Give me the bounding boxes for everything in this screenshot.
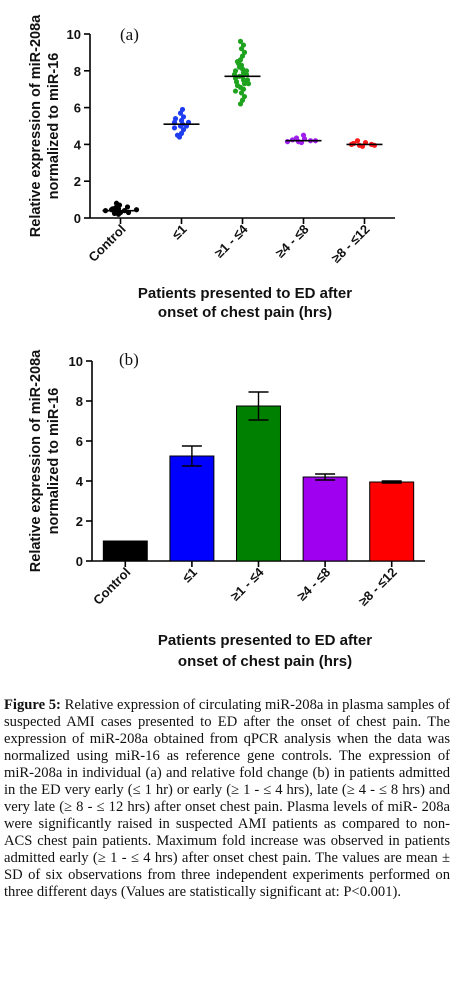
y-axis-title-line2: normalized to miR-16 [46,53,62,200]
y-axis-title-line2: normalized to miR-16 [46,388,62,535]
x-axis-title-line2: onset of chest pain (hrs) [178,653,352,670]
data-point-0-14 [133,207,140,213]
x-tick-label-4: ≥8 - ≤12 [328,222,372,266]
x-axis-title-line2: onset of chest pain (hrs) [158,304,332,321]
y-tick-label: 2 [74,174,81,189]
x-tick-label-2: ≥1 - ≤4 [228,564,268,604]
y-axis-title-line1: Relative expression of miR-208a [28,14,44,237]
data-point-4-6 [371,142,378,148]
bar-3 [302,476,348,562]
y-tick-label: 8 [74,64,81,79]
data-point-0-7 [124,204,131,210]
y-tick-label: 4 [76,474,84,489]
x-tick-label-2: ≥1 - ≤4 [212,221,252,261]
x-tick-label-3: ≥4 - ≤8 [273,222,312,261]
data-point-0-9 [113,200,120,206]
data-point-3-6 [300,132,307,138]
data-point-1-10 [171,125,178,131]
bar-0 [102,540,148,562]
x-axis-title-line1: Patients presented to ED after [158,632,372,649]
data-point-3-8 [284,139,291,145]
data-point-4-5 [354,138,361,144]
data-point-2-22 [241,49,248,56]
data-point-2-28 [243,68,250,74]
chart-a-scatter: 0 2 4 6 8 10 Control ≤1 ≥1 - ≤4 ≥4 - ≤8 ≥8 - ≤12 Re… [28,14,395,321]
y-tick-label: 0 [76,554,83,569]
y-tick-label: 2 [76,514,83,529]
data-point-2-25 [237,38,244,44]
data-point-3-5 [293,135,300,141]
data-point-1-9 [179,106,186,113]
data-point-1-7 [180,114,187,120]
bar-2 [236,405,281,562]
caption-label: Figure 5: [4,697,61,713]
bar-4 [369,481,415,562]
y-tick-label: 10 [69,354,83,369]
panel-label-b: (b) [119,350,139,369]
data-point-2-2 [241,93,248,100]
x-tick-label-1: ≤1 [169,222,190,243]
data-point-1-13 [172,116,179,122]
y-axis-title-line1: Relative expression of miR-208a [28,349,44,572]
y-tick-label: 6 [74,101,81,116]
data-point-0-13 [111,210,118,216]
data-point-2-31 [234,59,241,65]
x-axis-title-line1: Patients presented to ED after [138,285,352,302]
data-point-2-24 [240,42,247,48]
x-tick-label-0: Control [85,222,128,265]
panel-label-a: (a) [120,25,139,44]
data-point-4-1 [356,142,363,148]
x-tick-label-3: ≥4 - ≤8 [294,565,333,604]
y-tick-label: 0 [74,211,81,226]
data-point-2-29 [245,81,252,87]
figure-5-charts: 0 2 4 6 8 10 Control ≤1 ≥1 - ≤4 ≥4 - ≤8 ≥8 - ≤12 Re… [28,14,425,670]
x-tick-label-0: Control [90,565,133,608]
caption-text: Relative expression of circulating miR-2… [4,697,450,900]
data-point-1-14 [174,132,181,138]
y-tick-label: 10 [67,27,81,42]
x-tick-label-1: ≤1 [179,565,200,586]
data-point-2-30 [232,88,239,94]
figure-caption: Figure 5: Relative expression of circula… [4,697,450,901]
y-tick-label: 6 [76,434,83,449]
data-point-1-2 [180,127,187,133]
y-tick-label: 4 [74,137,82,152]
x-tick-label-4: ≥8 - ≤12 [356,565,400,609]
bar-1 [169,455,215,562]
y-tick-label: 8 [76,394,83,409]
chart-b-bar: 0 2 4 6 8 10 Control ≤1 ≥1 - ≤4 ≥4 - ≤8 ≥8 - ≤12 Re… [28,349,425,670]
